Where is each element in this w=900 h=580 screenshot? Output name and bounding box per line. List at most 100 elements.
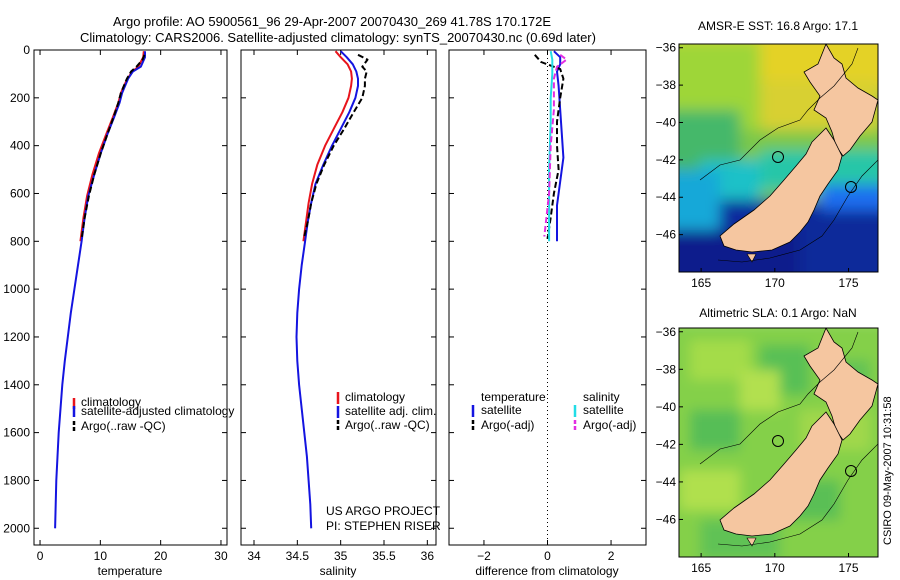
x-tick-label: 30 (214, 549, 228, 563)
y-tick-label: 600 (10, 186, 30, 200)
difference-legend: temperature salinity satellite Argo(-adj… (471, 390, 636, 432)
legend-label: satellite-adjusted climatology (81, 404, 234, 418)
map-x-tick-label: 175 (839, 561, 859, 575)
series-line-climatology (79, 51, 145, 242)
y-tick-label: 1400 (3, 378, 30, 392)
map-y-tick-label: −38 (656, 362, 677, 376)
nz-landmass (699, 44, 878, 263)
legend-label: Argo(-adj) (583, 418, 636, 432)
y-tick-label: 1800 (3, 473, 30, 487)
legend-title-salinity: salinity (583, 390, 620, 404)
salinity-axes-box (240, 49, 437, 546)
map-x-tick-label: 165 (691, 561, 711, 575)
series-line-salinity-argo-adj- (543, 54, 568, 237)
figure-title: Argo profile: AO 5900561_96 29-Apr-2007 … (113, 14, 551, 29)
y-tick-label: 1000 (3, 282, 30, 296)
y-tick-label: 1200 (3, 330, 30, 344)
x-tick-label: 34 (247, 549, 261, 563)
sst-field (679, 44, 878, 272)
map-x-tick-label: 170 (765, 276, 785, 290)
map-y-tick-label: −42 (656, 437, 677, 451)
figure-subtitle: Climatology: CARS2006. Satellite-adjuste… (80, 30, 596, 45)
map-y-tick-label: −44 (656, 475, 677, 489)
x-tick-label: 35 (334, 549, 348, 563)
map-x-tick-label: 170 (765, 561, 785, 575)
series-line-temperature-satellite (553, 50, 565, 242)
argo-float-marker (772, 151, 784, 163)
nz-landmass-2 (699, 328, 878, 547)
x-tick-label: 0 (37, 549, 44, 563)
legend-label: satellite (481, 403, 522, 417)
sst-map-title: AMSR-E SST: 16.8 Argo: 17.1 (698, 19, 858, 33)
series-line-argo-raw-qc- (80, 54, 146, 240)
x-tick-label: 20 (154, 549, 168, 563)
sst-map: AMSR-E SST: 16.8 Argo: 17.1 (656, 19, 879, 290)
map-y-tick-label: −44 (656, 190, 677, 204)
argo-float-marker (772, 435, 784, 447)
timestamp-stamp: CSIRO 09-May-2007 10:31:58 (882, 396, 894, 545)
salinity-legend: climatology satellite adj. clim. Argo(..… (336, 390, 436, 432)
map-x-tick-label: 175 (839, 276, 859, 290)
y-tick-label: 800 (10, 234, 30, 248)
y-tick-label: 1600 (3, 426, 30, 440)
x-tick-label: −2 (477, 549, 491, 563)
map-y-tick-label: −38 (656, 78, 677, 92)
sst-map-ticks: 165 170 175 −36 −38 −40 −42 −44 −46 (656, 41, 859, 290)
x-tick-label: 0 (544, 549, 551, 563)
y-tick-label: 0 (23, 43, 30, 57)
map-y-tick-label: −40 (656, 400, 677, 414)
x-tick-label: 34.5 (286, 549, 310, 563)
project-credit: US ARGO PROJECT (326, 504, 441, 518)
salinity-series (295, 50, 369, 529)
x-tick-label: 10 (94, 549, 108, 563)
legend-label: climatology (81, 395, 141, 409)
temperature-panel: 0 10 20 30 0 200 400 600 800 1000 1200 1400 1600 1800… (3, 43, 234, 578)
x-tick-label: 2 (608, 549, 615, 563)
series-line-argo-raw-qc- (303, 53, 369, 237)
sla-map-ticks: 165 170 175 −36 −38 −40 −42 −44 −46 (656, 325, 859, 575)
salinity-xlabel: salinity (320, 564, 357, 578)
island-outline (845, 465, 857, 477)
legend-label: satellite (583, 403, 624, 417)
map-x-tick-label: 165 (691, 276, 711, 290)
legend-label: Argo(..raw -QC) (345, 418, 430, 432)
legend-label: climatology (345, 390, 405, 404)
map-y-tick-label: −36 (656, 41, 677, 55)
map-y-tick-label: −46 (656, 228, 677, 242)
x-tick-label: 35.5 (372, 549, 396, 563)
y-tick-label: 200 (10, 91, 30, 105)
series-line-temperature-argo-adj- (534, 54, 565, 240)
difference-series (534, 50, 568, 545)
legend-label: Argo(..raw -QC) (81, 419, 166, 433)
temperature-legend: climatology satellite-adjusted climatolo… (72, 395, 234, 433)
legend-label: satellite adj. clim. (345, 404, 436, 418)
temperature-ticks: 0 10 20 30 0 200 400 600 800 1000 1200 1400 1600 1800… (3, 43, 228, 563)
temperature-series (54, 51, 146, 529)
series-line-salinity-satellite (548, 51, 554, 242)
salinity-ticks: 34 34.5 35 35.5 36 (241, 49, 436, 563)
difference-panel: −2 0 2 difference from climatology tempera… (448, 49, 647, 578)
map-y-tick-label: −42 (656, 153, 677, 167)
temperature-axes-box (33, 49, 228, 546)
difference-xlabel: difference from climatology (475, 564, 618, 578)
x-tick-label: 36 (421, 549, 435, 563)
legend-title-temperature: temperature (481, 390, 546, 404)
legend-label: Argo(-adj) (481, 418, 534, 432)
map-y-tick-label: −36 (656, 325, 677, 339)
difference-ticks: −2 0 2 (449, 49, 646, 563)
sst-map-frame (678, 43, 879, 273)
sla-map: Altimetric SLA: 0.1 Argo: NaN (656, 306, 879, 575)
series-line-satellite-adjusted-climatology (54, 51, 146, 529)
y-tick-label: 400 (10, 139, 30, 153)
salinity-panel: 34 34.5 35 35.5 36 salinity climatology sate… (240, 49, 441, 578)
map-y-tick-label: −46 (656, 512, 677, 526)
map-y-tick-label: −40 (656, 115, 677, 129)
temperature-xlabel: temperature (98, 564, 163, 578)
y-tick-label: 2000 (3, 521, 30, 535)
sla-field (679, 328, 878, 557)
pi-credit: PI: STEPHEN RISER (326, 519, 441, 533)
series-line-climatology (302, 50, 353, 242)
island-outline (845, 181, 857, 193)
sla-map-title: Altimetric SLA: 0.1 Argo: NaN (699, 306, 856, 320)
